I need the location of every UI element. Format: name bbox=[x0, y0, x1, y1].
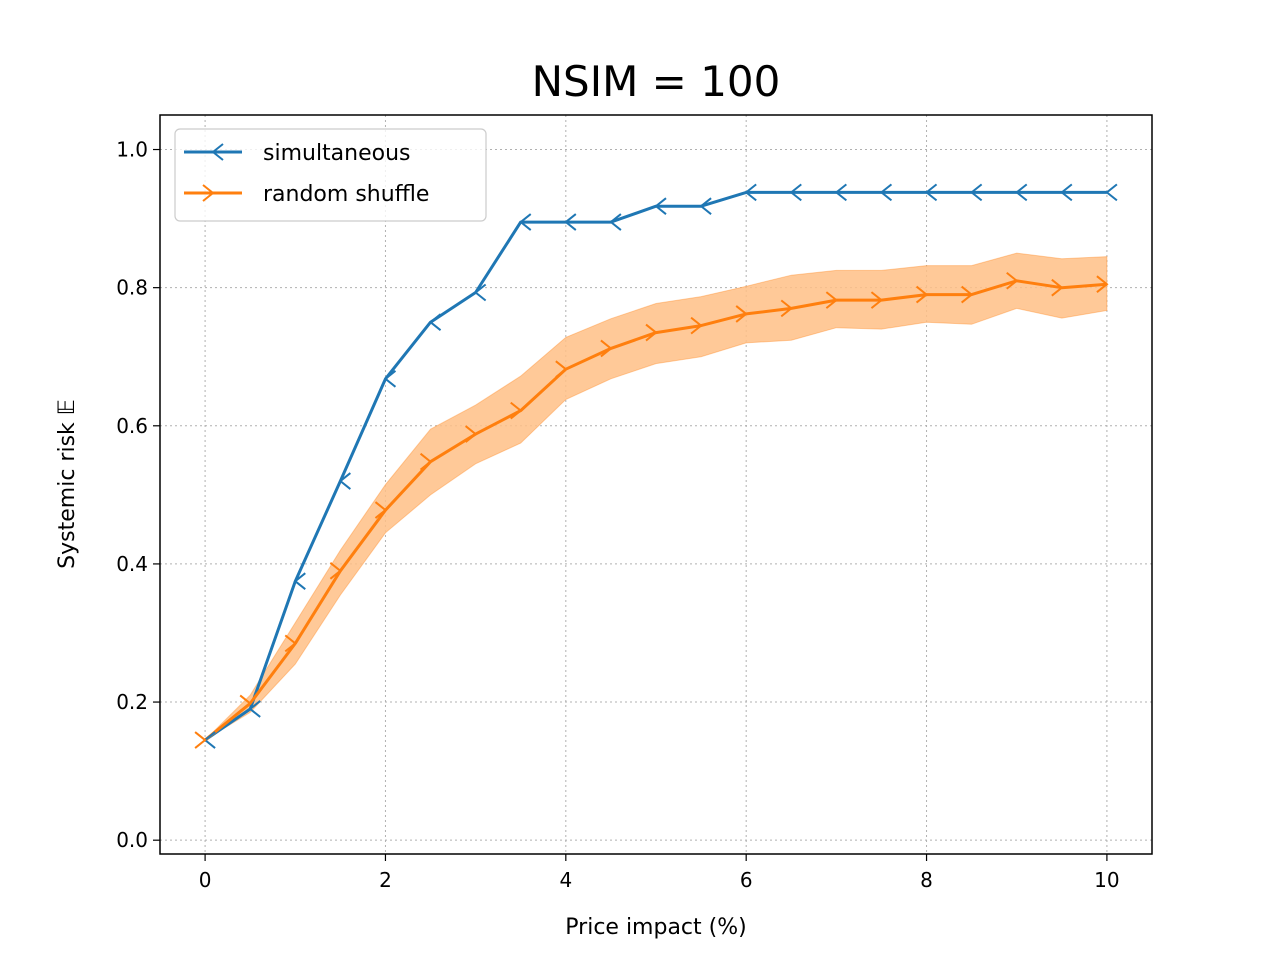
data-point bbox=[284, 634, 297, 653]
data-point bbox=[194, 731, 207, 749]
x-tick-label: 4 bbox=[559, 868, 572, 892]
x-tick-label: 0 bbox=[199, 868, 212, 892]
y-tick-label: 1.0 bbox=[116, 138, 148, 162]
data-point bbox=[1096, 275, 1109, 293]
data-point bbox=[879, 183, 893, 202]
data-point bbox=[474, 283, 487, 302]
data-point bbox=[338, 472, 351, 490]
data-point bbox=[239, 694, 252, 713]
data-point bbox=[924, 183, 938, 202]
x-axis-label: Price impact (%) bbox=[565, 915, 746, 940]
data-point bbox=[825, 291, 838, 309]
data-point bbox=[699, 197, 712, 215]
data-point bbox=[654, 197, 667, 215]
y-axis-ticks: 0.0 0.2 0.4 0.6 0.8 1.0 bbox=[116, 138, 160, 852]
x-tick-label: 6 bbox=[740, 868, 753, 892]
data-point bbox=[510, 401, 523, 420]
y-tick-label: 0.8 bbox=[116, 276, 148, 300]
data-point bbox=[744, 183, 757, 202]
y-tick-label: 0.6 bbox=[116, 414, 148, 438]
data-point bbox=[1060, 183, 1073, 202]
data-point bbox=[961, 285, 974, 304]
data-point bbox=[329, 562, 342, 580]
data-point bbox=[915, 285, 929, 304]
legend-box bbox=[174, 128, 487, 222]
data-point bbox=[780, 299, 793, 318]
data-point bbox=[248, 700, 261, 718]
legend-marker bbox=[202, 184, 215, 202]
x-tick-label: 10 bbox=[1094, 868, 1119, 892]
legend-label: random shuffle bbox=[263, 182, 429, 207]
data-point bbox=[600, 339, 613, 358]
legend-label: simultaneous bbox=[263, 141, 411, 166]
x-axis-ticks: 0 2 4 6 8 10 bbox=[199, 854, 1120, 892]
data-point bbox=[1015, 183, 1028, 202]
x-tick-label: 8 bbox=[920, 868, 933, 892]
y-tick-label: 0.0 bbox=[116, 828, 148, 852]
x-tick-label: 2 bbox=[379, 868, 392, 892]
data-point bbox=[465, 425, 478, 443]
y-tick-label: 0.2 bbox=[116, 690, 148, 714]
data-point bbox=[374, 501, 388, 519]
data-point bbox=[519, 213, 532, 231]
data-point bbox=[419, 452, 433, 471]
data-point bbox=[970, 183, 983, 202]
data-point bbox=[564, 213, 577, 231]
data-point bbox=[383, 370, 397, 388]
data-point bbox=[690, 316, 703, 335]
legend-marker bbox=[211, 143, 224, 161]
data-point bbox=[1051, 278, 1064, 297]
plot-frame bbox=[159, 114, 1153, 855]
data-point bbox=[1105, 183, 1118, 202]
data-point bbox=[834, 183, 847, 202]
data-point bbox=[555, 360, 568, 378]
data-point bbox=[645, 323, 658, 342]
legend: simultaneous random shuffle bbox=[174, 128, 487, 222]
data-point bbox=[870, 291, 884, 309]
data-point bbox=[789, 183, 802, 202]
data-point bbox=[293, 572, 306, 590]
y-tick-label: 0.4 bbox=[116, 552, 148, 576]
data-point bbox=[428, 313, 442, 331]
series-markers bbox=[194, 183, 1118, 749]
data-point bbox=[609, 213, 622, 231]
y-axis-label: Systemic risk 𝔼 bbox=[55, 399, 80, 569]
chart-title: NSIM = 100 bbox=[532, 57, 781, 106]
data-point bbox=[1006, 271, 1019, 290]
data-point bbox=[735, 305, 748, 323]
